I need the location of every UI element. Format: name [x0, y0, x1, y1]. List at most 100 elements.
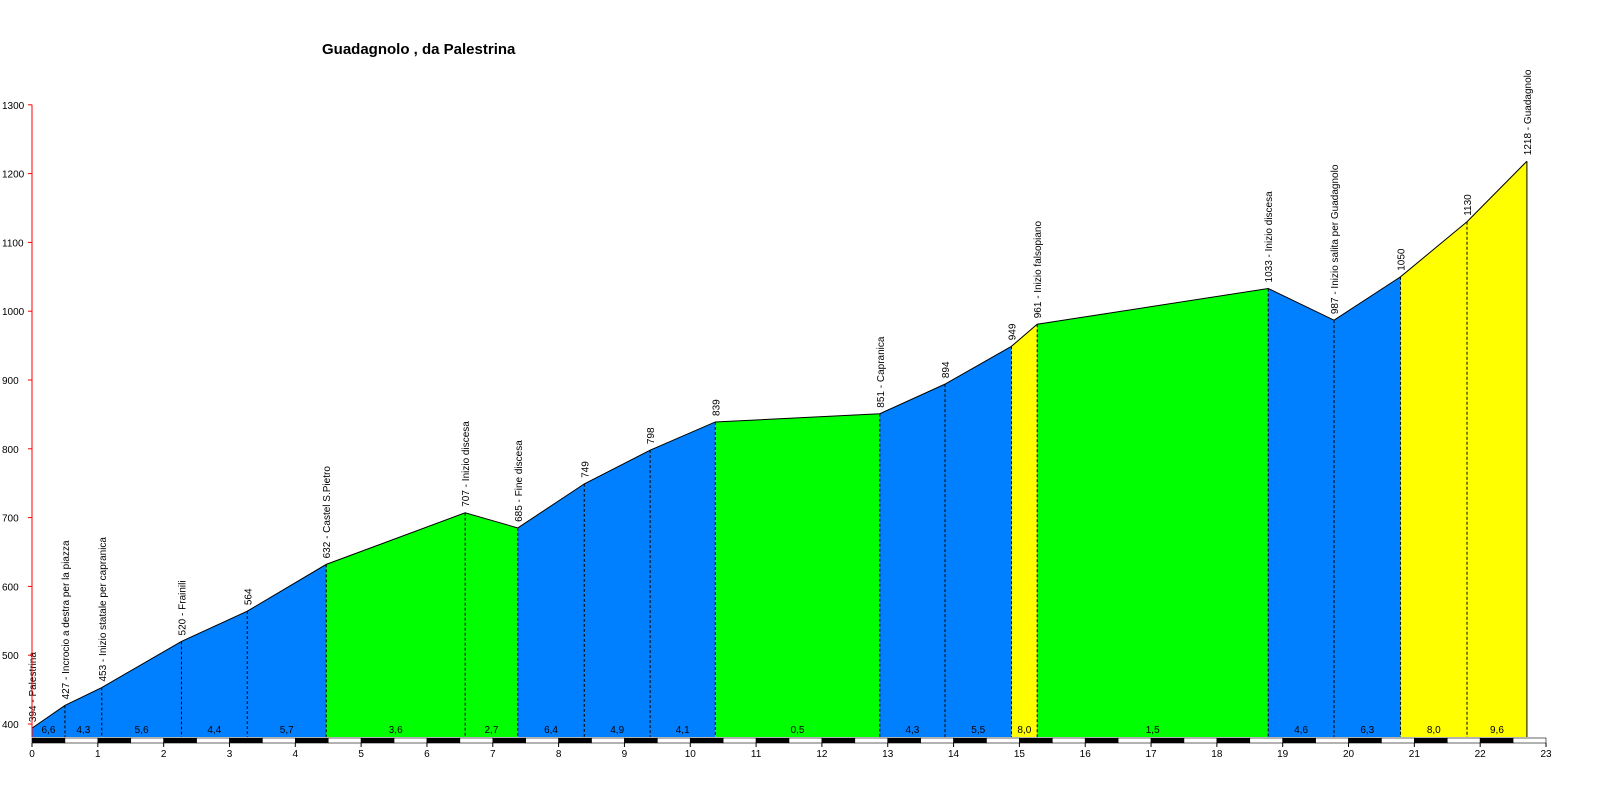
scale-bar-block [31, 737, 66, 744]
point-label: 632 - Castel S.Pietro [322, 466, 333, 559]
x-tick-label: 17 [1145, 749, 1157, 760]
x-tick-label: 0 [29, 749, 35, 760]
gradient-label: 9,6 [1490, 725, 1504, 736]
scale-bar-block [788, 737, 823, 744]
gradient-label: 4,3 [905, 725, 919, 736]
profile-segment [650, 421, 716, 737]
point-label: 749 [580, 461, 591, 478]
x-tick-label: 16 [1080, 749, 1092, 760]
scale-bar-block [525, 737, 559, 744]
scale-bar-block [1348, 737, 1382, 744]
x-tick-label: 21 [1409, 749, 1421, 760]
scale-bar-block [196, 737, 230, 744]
scale-bar-block [953, 737, 987, 744]
distance-scale-bar [31, 737, 1547, 744]
profile-segment [1467, 161, 1527, 737]
point-label: 394 - Palestrina [28, 652, 39, 722]
point-label: 949 [1007, 323, 1018, 340]
gradient-label: 6,4 [544, 725, 558, 736]
x-tick-label: 22 [1475, 749, 1487, 760]
point-label: 839 [711, 399, 722, 416]
gradient-label: 8,0 [1017, 725, 1031, 736]
point-label: 1130 [1463, 194, 1474, 216]
gradient-label: 5,5 [971, 725, 985, 736]
profile-segment [1037, 288, 1269, 737]
scale-bar-block [1117, 737, 1152, 744]
scale-bar-block [492, 737, 526, 744]
scale-bar-block [1019, 737, 1053, 744]
x-tick-label: 20 [1343, 749, 1355, 760]
x-tick-label: 9 [622, 749, 628, 760]
scale-bar-block [1414, 737, 1448, 744]
point-label: 520 - Frainili [177, 580, 188, 635]
y-tick-label: 1300 [2, 101, 25, 112]
y-tick-label: 1000 [2, 307, 25, 318]
x-tick-label: 10 [685, 749, 697, 760]
profile-segment [32, 705, 65, 737]
x-tick-label: 7 [490, 749, 496, 760]
scale-bar-block [1446, 737, 1481, 744]
scale-bar-block [1512, 737, 1547, 744]
profile-outline [31, 160, 1528, 737]
gradient-label: 4,3 [76, 725, 90, 736]
x-tick-label: 3 [227, 749, 233, 760]
y-tick-label: 1200 [2, 170, 25, 181]
profile-segment [1268, 288, 1335, 737]
gradient-label: 6,3 [1360, 725, 1374, 736]
gradient-label: 4,1 [676, 725, 690, 736]
profile-segment [1400, 221, 1468, 737]
y-tick-label: 700 [2, 514, 19, 525]
scale-bar-block [887, 737, 921, 744]
segment-dividers [64, 221, 1468, 737]
point-label: 707 - Inizio discesa [461, 421, 472, 507]
scale-bar-block [1183, 737, 1218, 744]
scale-bar-block [624, 737, 658, 744]
scale-bar-block [1150, 737, 1185, 744]
y-tick-label: 400 [2, 720, 19, 731]
y-tick-label: 900 [2, 376, 19, 387]
scale-bar-block [1249, 737, 1283, 744]
x-tick-label: 6 [424, 749, 430, 760]
scale-bar-block [1052, 737, 1086, 744]
gradient-label: 0,5 [791, 725, 805, 736]
scale-bar-block [821, 737, 856, 744]
gradient-label: 4,9 [610, 725, 624, 736]
profile-segment [1011, 324, 1038, 737]
profile-segment [715, 413, 880, 737]
point-label: 1218 - Guadagnolo [1523, 69, 1534, 155]
scale-bar-block [229, 737, 263, 744]
scale-bar-block [262, 737, 296, 744]
point-label: 1033 - Inizio discesa [1264, 191, 1275, 283]
x-tick-label: 12 [816, 749, 828, 760]
x-tick-label: 19 [1277, 749, 1289, 760]
point-label: 564 [243, 588, 254, 605]
scale-bar-block [459, 737, 494, 744]
scale-bar-block [920, 737, 954, 744]
x-tick-label: 18 [1211, 749, 1223, 760]
scale-bar-block [327, 737, 362, 744]
x-tick-label: 11 [751, 749, 762, 760]
scale-bar-block [295, 737, 329, 744]
point-label: 1050 [1397, 248, 1408, 271]
point-label: 961 - Inizio falsopiano [1033, 221, 1044, 319]
profile-segment [1334, 276, 1401, 737]
scale-bar-block [558, 737, 592, 744]
profile-line [31, 160, 1528, 729]
gradient-label: 4,4 [207, 725, 221, 736]
gradient-labels: 6,6 4,3 5,6 4,4 5,7 3,6 2,7 6,4 4,9 4,1 0,5 4,3 5,5 8… [42, 725, 1505, 736]
profile-segment [584, 450, 651, 737]
scale-bar-block [1479, 737, 1514, 744]
y-tick-label: 600 [2, 582, 19, 593]
gradient-label: 3,6 [389, 725, 403, 736]
scale-bar-block [1315, 737, 1349, 744]
scale-bar-block [393, 737, 428, 744]
x-tick-label: 14 [948, 749, 960, 760]
point-labels: 394 - Palestrina 427 - Incrocio a destra … [28, 69, 1534, 722]
profile-segments [32, 161, 1527, 737]
scale-bar-block [130, 737, 164, 744]
scale-bar-block [1282, 737, 1316, 744]
scale-bar-block [1216, 737, 1251, 744]
scale-bar-block [97, 737, 132, 744]
scale-bar-block [163, 737, 197, 744]
